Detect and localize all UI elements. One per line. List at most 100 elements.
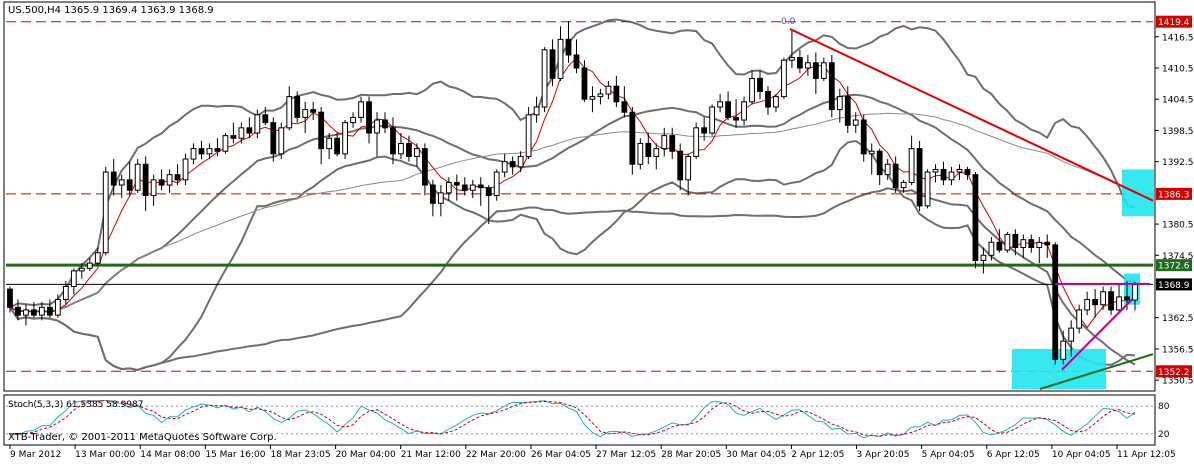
candle-body xyxy=(1076,309,1083,329)
candle-body xyxy=(286,96,293,129)
candle-body xyxy=(749,77,755,103)
candle-body xyxy=(557,38,564,79)
candle-body xyxy=(294,96,301,118)
price-level-tag xyxy=(1156,187,1192,200)
candle-body xyxy=(940,168,947,181)
price-level-tag xyxy=(1156,15,1192,28)
stoch-signal-line xyxy=(9,400,1136,437)
candle-body xyxy=(110,171,117,186)
candle-body xyxy=(637,142,644,165)
candle-body xyxy=(573,54,580,69)
candle-body xyxy=(262,114,269,124)
candle-body xyxy=(629,111,636,165)
x-tick-label: 28 Mar 20:05 xyxy=(661,450,721,460)
candle-body xyxy=(541,49,548,108)
candle-body xyxy=(1100,291,1106,306)
y-tick-label: 1356.5 xyxy=(1162,345,1194,355)
candle-body xyxy=(1028,239,1035,248)
candle-body xyxy=(190,148,197,160)
candle-body xyxy=(860,119,867,155)
candle-body xyxy=(916,148,923,207)
candle-body xyxy=(773,96,779,108)
candle-body xyxy=(908,148,915,183)
candle-body xyxy=(924,171,931,207)
candle-body xyxy=(437,192,444,204)
candle-body xyxy=(1012,233,1019,248)
candle-body xyxy=(461,184,468,191)
candle-body xyxy=(198,148,205,155)
candle-body xyxy=(876,150,883,176)
candle-body xyxy=(485,187,492,196)
candle-body xyxy=(94,252,101,264)
x-tick-label: 3 Apr 20:05 xyxy=(857,450,910,460)
candle-body xyxy=(390,127,396,155)
candle-body xyxy=(509,161,516,168)
channel-lower-line[interactable] xyxy=(1061,298,1133,371)
candle-body xyxy=(972,174,979,261)
candle-body xyxy=(1020,239,1027,248)
x-tick-label: 9 Mar 2012 xyxy=(10,450,61,460)
candle-body xyxy=(884,163,891,176)
candle-body xyxy=(118,179,125,186)
candle-body xyxy=(589,96,596,100)
candle-body xyxy=(836,96,843,111)
candle-body xyxy=(900,181,907,189)
y-tick-label: 1398.5 xyxy=(1162,127,1194,137)
candle-body xyxy=(302,109,309,118)
candle-body xyxy=(429,184,436,204)
candle-body xyxy=(46,306,53,316)
candle-body xyxy=(804,62,811,69)
candle-body xyxy=(693,127,700,157)
support-trendline[interactable] xyxy=(1039,353,1154,390)
candle-body xyxy=(214,148,221,152)
candle-body xyxy=(868,150,875,155)
candle-body xyxy=(757,77,763,92)
candle-body xyxy=(669,135,676,152)
candle-body xyxy=(820,62,827,79)
candle-body xyxy=(445,181,452,194)
candle-body xyxy=(134,163,141,191)
stoch-tick-label: 20 xyxy=(1158,430,1170,440)
candle-body xyxy=(597,93,604,98)
candle-body xyxy=(852,119,859,126)
x-tick-label: 22 Mar 20:00 xyxy=(466,450,526,460)
candle-body xyxy=(342,122,348,155)
candle-body xyxy=(158,179,165,186)
candle-body xyxy=(1092,299,1099,306)
resistance-trendline[interactable] xyxy=(789,28,1154,202)
candle-body xyxy=(150,179,157,196)
candle-body xyxy=(517,155,524,168)
y-tick-label: 1374.5 xyxy=(1162,252,1194,262)
candle-body xyxy=(62,286,69,301)
x-tick-label: 30 Mar 04:05 xyxy=(726,450,786,460)
candle-body xyxy=(980,254,987,261)
candle-body xyxy=(501,161,508,173)
candle-body xyxy=(493,171,500,196)
candle-body xyxy=(525,114,532,157)
x-tick-label: 20 Mar 04:00 xyxy=(336,450,396,460)
candle-body xyxy=(477,184,484,189)
bollinger-lower xyxy=(9,139,1136,372)
candle-body xyxy=(238,127,245,139)
candle-body xyxy=(781,59,787,98)
candle-body xyxy=(733,116,739,121)
candle-body xyxy=(1036,241,1043,248)
stoch-main-line xyxy=(9,399,1136,439)
candle-body xyxy=(996,241,1003,251)
candle-body xyxy=(182,158,189,181)
candle-body xyxy=(7,288,13,308)
candle-body xyxy=(581,67,588,100)
candle-body xyxy=(645,142,652,157)
candle-body xyxy=(709,106,716,134)
y-tick-label: 1404.5 xyxy=(1162,96,1194,106)
candle-body xyxy=(1116,296,1122,311)
y-tick-label: 1410.5 xyxy=(1162,64,1194,74)
candle-body xyxy=(956,168,963,173)
price-level-tag xyxy=(1156,259,1192,272)
candle-body xyxy=(844,96,851,126)
symbol-label: US.500,H4 1365.9 1369.4 1363.9 1368.9 xyxy=(8,5,214,16)
candle-body xyxy=(334,137,341,155)
candle-body xyxy=(1052,244,1059,360)
